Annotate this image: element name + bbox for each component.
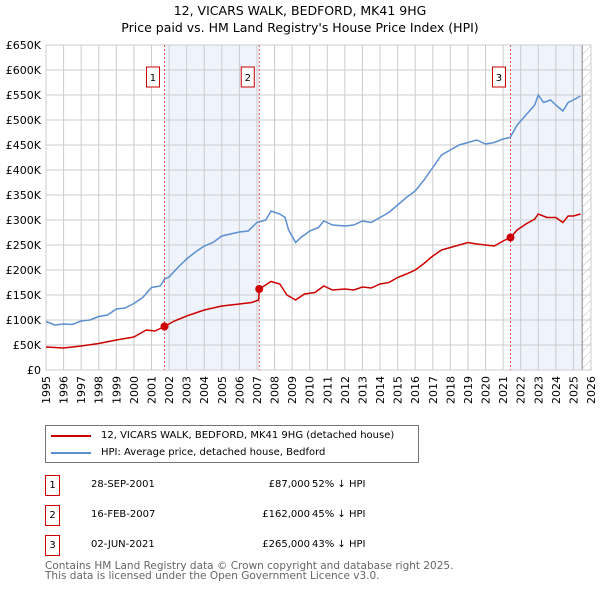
- plot-frame: [45, 44, 592, 371]
- attribution-line-1: Contains HM Land Registry data © Crown c…: [45, 560, 454, 572]
- hpi-line: [45, 93, 581, 326]
- x-tick-label: 2002: [163, 376, 176, 404]
- sale-marker-badge: 3: [45, 535, 60, 556]
- x-tick-label: 2023: [532, 376, 545, 404]
- line-chart: £0 £50K £100K £150K £200K £250K £300K £350K £400…: [6, 39, 598, 404]
- sale-marker-box: [240, 66, 255, 88]
- x-tick-label: 1995: [40, 376, 53, 404]
- y-tick-label: £0: [27, 364, 41, 377]
- chart-title: 12, VICARS WALK, BEDFORD, MK41 9HG: [173, 3, 427, 18]
- x-tick-label: 2026: [585, 376, 598, 404]
- sale-marker-label: 3: [496, 73, 502, 84]
- price-paid-line: [45, 213, 581, 349]
- sale-price: £87,000: [268, 479, 310, 490]
- y-tick-label: £150K: [6, 289, 42, 302]
- forecast-hatch: [582, 45, 591, 370]
- sale-hpi-diff: 52% ↓ HPI: [312, 479, 366, 490]
- x-tick-label: 2018: [444, 376, 457, 404]
- shaded-region: [164, 45, 260, 370]
- attribution: Contains HM Land Registry data © Crown c…: [45, 560, 454, 582]
- sale-hpi-diff: 43% ↓ HPI: [312, 539, 366, 550]
- sale-marker-label: 1: [150, 73, 156, 84]
- x-tick-label: 2006: [233, 376, 246, 404]
- sale-point: [506, 233, 515, 242]
- x-tick-label: 2017: [427, 376, 440, 404]
- sale-hpi-diff: 45% ↓ HPI: [312, 509, 366, 520]
- chart-subtitle: Price paid vs. HM Land Registry's House …: [121, 20, 479, 35]
- x-tick-label: 2020: [480, 376, 493, 404]
- y-tick-label: £100K: [6, 314, 42, 327]
- sale-date: 02-JUN-2021: [91, 539, 155, 550]
- x-tick-label: 2011: [321, 376, 334, 404]
- x-tick-label: 2009: [286, 376, 299, 404]
- x-tick-label: 2016: [409, 376, 422, 404]
- sale-date: 28-SEP-2001: [91, 479, 155, 490]
- sale-marker-badge: 1: [45, 475, 60, 496]
- sale-row-2: 2 16-FEB-2007 £162,000 45% ↓ HPI: [45, 505, 445, 526]
- x-tick-label: 1998: [93, 376, 106, 404]
- sale-row-3: 3 02-JUN-2021 £265,000 43% ↓ HPI: [45, 535, 445, 556]
- x-tick-label: 2012: [339, 376, 352, 404]
- x-tick-label: 2001: [145, 376, 158, 404]
- y-tick-label: £50K: [13, 339, 42, 352]
- legend-blue-line-swatch: [51, 451, 91, 454]
- sale-marker-badge: 2: [45, 505, 60, 526]
- x-tick-label: 2005: [216, 376, 229, 404]
- x-tick-label: 2024: [550, 376, 563, 404]
- x-tick-label: 1996: [58, 376, 71, 404]
- sale-point: [160, 322, 169, 331]
- y-tick-label: £450K: [6, 139, 42, 152]
- y-tick-label: £200K: [6, 264, 42, 277]
- x-tick-label: 2015: [392, 376, 405, 404]
- legend-red-line-swatch: [51, 434, 91, 437]
- y-tick-label: £500K: [6, 114, 42, 127]
- legend: 12, VICARS WALK, BEDFORD, MK41 9HG (deta…: [45, 425, 419, 463]
- x-tick-label: 2019: [462, 376, 475, 404]
- x-tick-label: 2004: [198, 376, 211, 404]
- sale-date: 16-FEB-2007: [91, 509, 156, 520]
- x-tick-label: 2013: [356, 376, 369, 404]
- y-tick-label: £600K: [6, 64, 42, 77]
- y-tick-label: £550K: [6, 89, 42, 102]
- x-tick-label: 2008: [269, 376, 282, 404]
- legend-label-property: 12, VICARS WALK, BEDFORD, MK41 9HG (deta…: [101, 430, 395, 441]
- legend-label-hpi: HPI: Average price, detached house, Bedf…: [101, 447, 326, 458]
- sale-row-1: 1 28-SEP-2001 £87,000 52% ↓ HPI: [45, 475, 445, 496]
- y-tick-label: £350K: [6, 189, 42, 202]
- x-tick-label: 2003: [181, 376, 194, 404]
- x-tick-label: 2022: [515, 376, 528, 404]
- shaded-region: [510, 45, 583, 370]
- y-tick-label: £650K: [6, 39, 42, 52]
- sale-price: £265,000: [262, 539, 310, 550]
- x-tick-label: 2010: [304, 376, 317, 404]
- sale-point: [255, 285, 264, 293]
- x-tick-label: 2000: [128, 376, 141, 404]
- x-tick-label: 2014: [374, 376, 387, 404]
- x-tick-label: 2025: [567, 376, 580, 404]
- sale-marker-label: 2: [245, 73, 251, 84]
- x-tick-label: 1997: [75, 376, 88, 404]
- y-tick-label: £400K: [6, 164, 42, 177]
- sale-price: £162,000: [262, 509, 310, 520]
- y-tick-label: £250K: [6, 239, 42, 252]
- y-tick-label: £300K: [6, 214, 42, 227]
- x-tick-label: 1999: [110, 376, 123, 404]
- sale-marker-box: [491, 66, 506, 88]
- x-tick-label: 2007: [251, 376, 264, 404]
- attribution-line-2: This data is licensed under the Open Gov…: [45, 570, 380, 582]
- x-tick-label: 2021: [497, 376, 510, 404]
- sale-marker-box: [145, 66, 160, 88]
